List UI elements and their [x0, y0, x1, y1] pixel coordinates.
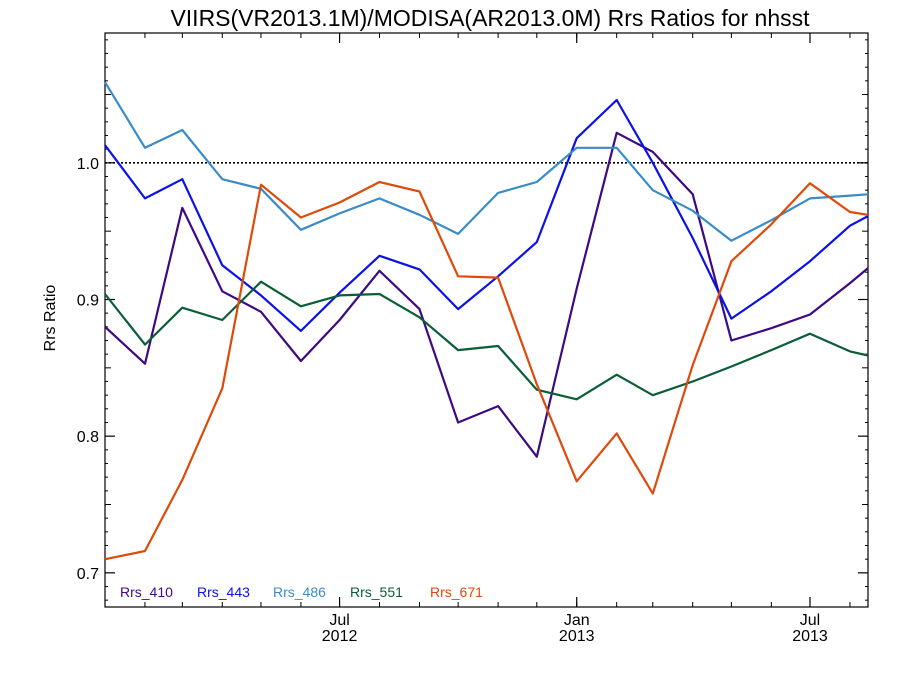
x-tick-month: Jul	[800, 612, 820, 629]
series-line-rrs-486	[104, 81, 869, 242]
x-tick-year: 2013	[559, 628, 595, 645]
x-tick-year: 2013	[792, 628, 828, 645]
series-line-rrs-410	[104, 131, 869, 458]
x-tick-year: 2012	[322, 628, 358, 645]
legend-entry-rrs-486: Rrs_486	[273, 584, 326, 600]
x-tick-month: Jan	[564, 612, 590, 629]
plot-frame	[104, 32, 869, 608]
x-tick-month: Jul	[329, 612, 349, 629]
series-line-rrs-443	[104, 98, 869, 332]
y-tick-label: 0.7	[77, 566, 99, 583]
chart-title: VIIRS(VR2013.1M)/MODISA(AR2013.0M) Rrs R…	[170, 5, 810, 31]
series-line-rrs-671	[104, 180, 869, 561]
y-axis-label: Rrs Ratio	[42, 285, 59, 352]
series-line-rrs-551	[104, 280, 869, 401]
legend-entry-rrs-671: Rrs_671	[430, 584, 483, 600]
legend-entry-rrs-551: Rrs_551	[350, 584, 403, 600]
y-tick-label: 0.8	[77, 429, 99, 446]
y-tick-label: 1.0	[77, 156, 99, 173]
legend-entry-rrs-410: Rrs_410	[120, 584, 173, 600]
legend-entry-rrs-443: Rrs_443	[197, 584, 250, 600]
y-tick-label: 0.9	[77, 293, 99, 310]
